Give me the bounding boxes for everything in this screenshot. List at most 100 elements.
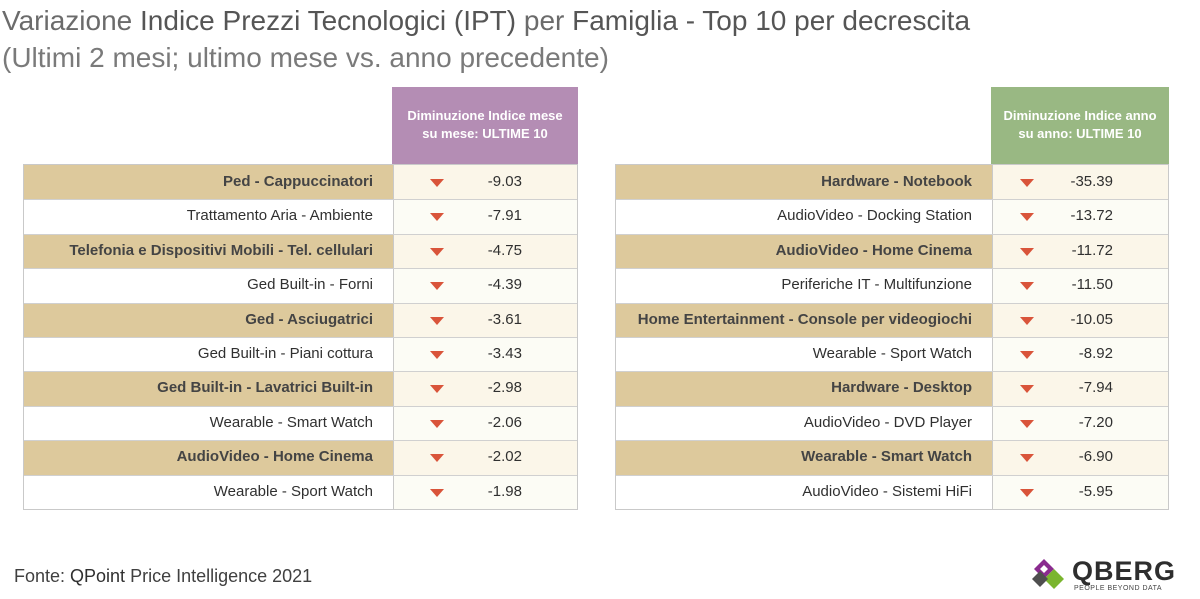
row-divider: [24, 440, 577, 442]
row-divider: [616, 474, 1168, 476]
row-value-cell: -6.90: [992, 440, 1168, 475]
row-label: Telefonia e Dispositivi Mobili - Tel. ce…: [24, 233, 393, 269]
source-brand: QPoint: [70, 566, 126, 586]
row-divider: [24, 405, 577, 407]
table-row: Wearable - Smart Watch -6.90: [616, 440, 1168, 475]
row-label: AudioVideo - Home Cinema: [24, 440, 393, 475]
row-value-cell: -2.06: [393, 405, 577, 441]
down-arrow-icon: [1020, 419, 1034, 428]
row-value: -4.75: [487, 241, 522, 259]
row-label: Hardware - Desktop: [616, 371, 992, 406]
ranking-table-2: Hardware - Notebook -35.39 AudioVideo - Do…: [615, 164, 1169, 510]
row-value: -4.39: [487, 276, 522, 294]
title-mid: per: [516, 5, 573, 36]
row-value-cell: -2.02: [393, 440, 577, 475]
table-row: Ged Built-in - Lavatrici Built-in -2.98: [24, 371, 577, 406]
row-divider: [616, 440, 1168, 442]
down-arrow-icon: [430, 419, 444, 428]
source-prefix: Fonte:: [14, 566, 71, 586]
row-value: -5.95: [1078, 482, 1113, 500]
logo-word: QBERG: [1072, 556, 1177, 586]
down-arrow-icon: [1020, 282, 1034, 291]
row-label: Ged Built-in - Lavatrici Built-in: [24, 371, 393, 406]
row-value: -35.39: [1070, 173, 1113, 190]
down-arrow-icon: [430, 454, 444, 463]
table-row: AudioVideo - Home Cinema -11.72: [616, 233, 1168, 269]
table-row: Ged Built-in - Forni -4.39: [24, 268, 577, 303]
row-value: -7.91: [487, 207, 522, 225]
title-family: Famiglia - Top 10 per decrescita: [572, 5, 971, 36]
table-row: Ped - Cappuccinatori -9.03: [24, 165, 577, 200]
row-value: -13.72: [1070, 207, 1113, 225]
row-divider: [24, 302, 577, 304]
row-value-cell: -5.95: [992, 474, 1168, 509]
row-divider: [616, 199, 1168, 201]
row-label: Ged - Asciugatrici: [24, 302, 393, 337]
row-label: AudioVideo - Docking Station: [777, 207, 972, 225]
table-row: Trattamento Aria - Ambiente -7.91: [24, 199, 577, 234]
qberg-logo: QBERG PEOPLE BEYOND DATA: [1030, 553, 1175, 595]
table-row: AudioVideo - Sistemi HiFi -5.95: [616, 474, 1168, 509]
table-row: Wearable - Sport Watch -1.98: [24, 474, 577, 509]
row-value-cell: -11.72: [992, 233, 1168, 269]
row-value-cell: -9.03: [393, 165, 577, 200]
row-value-cell: -13.72: [992, 199, 1168, 234]
row-divider: [24, 233, 577, 235]
table-row: Hardware - Desktop -7.94: [616, 371, 1168, 406]
row-divider: [616, 405, 1168, 407]
table-header-1: Diminuzione Indice mese su mese: ULTIME …: [392, 87, 578, 164]
down-arrow-icon: [430, 385, 444, 394]
qberg-diamond-logo-icon: [1032, 559, 1064, 589]
row-divider: [616, 337, 1168, 338]
down-arrow-icon: [430, 179, 444, 187]
row-label: Wearable - Sport Watch: [213, 482, 373, 500]
row-value: -10.05: [1070, 310, 1113, 328]
down-arrow-icon: [1020, 179, 1034, 187]
row-value-cell: -35.39: [992, 165, 1168, 200]
table-row: Hardware - Notebook -35.39: [616, 165, 1168, 200]
row-divider: [616, 268, 1168, 270]
down-arrow-icon: [1020, 247, 1034, 256]
down-arrow-icon: [430, 316, 444, 325]
down-arrow-icon: [430, 247, 444, 256]
row-divider: [616, 302, 1168, 304]
row-value: -9.03: [487, 173, 522, 190]
row-label: Periferiche IT - Multifunzione: [781, 276, 972, 294]
row-value-cell: -2.98: [393, 371, 577, 406]
down-arrow-icon: [1020, 385, 1034, 394]
row-label: Wearable - Smart Watch: [209, 413, 373, 431]
row-label: Ged Built-in - Piani cottura: [197, 345, 373, 362]
table-row: Home Entertainment - Console per videogi…: [616, 302, 1168, 337]
logo-tagline: PEOPLE BEYOND DATA: [1074, 585, 1163, 592]
title-prefix: Variazione: [2, 5, 141, 36]
row-label: AudioVideo - Home Cinema: [616, 233, 992, 269]
down-arrow-icon: [1020, 454, 1034, 463]
source-note: Fonte: QPoint Price Intelligence 2021: [14, 566, 312, 587]
row-value-cell: -3.61: [393, 302, 577, 337]
table-row: Ged Built-in - Piani cottura -3.43: [24, 337, 577, 372]
row-label: Ged Built-in - Forni: [247, 276, 373, 294]
table-row: Wearable - Sport Watch -8.92: [616, 337, 1168, 372]
down-arrow-icon: [1020, 316, 1034, 325]
row-divider: [24, 199, 577, 201]
ranking-table-1: Ped - Cappuccinatori -9.03 Trattamento Ari…: [23, 164, 578, 510]
down-arrow-icon: [430, 488, 444, 497]
table-row: Ged - Asciugatrici -3.61: [24, 302, 577, 337]
row-value: -3.61: [487, 310, 522, 328]
down-arrow-icon: [430, 282, 444, 291]
row-value-cell: -8.92: [992, 337, 1168, 372]
row-value-cell: -7.91: [393, 199, 577, 234]
row-label: Trattamento Aria - Ambiente: [186, 207, 373, 225]
row-label: AudioVideo - DVD Player: [803, 413, 972, 431]
row-value-cell: -10.05: [992, 302, 1168, 337]
row-value-cell: -1.98: [393, 474, 577, 509]
row-value: -7.94: [1078, 379, 1113, 397]
table-row: Telefonia e Dispositivi Mobili - Tel. ce…: [24, 233, 577, 269]
table-row: Wearable - Smart Watch -2.06: [24, 405, 577, 441]
row-value-cell: -11.50: [992, 268, 1168, 303]
row-label: Ped - Cappuccinatori: [24, 165, 393, 200]
row-divider: [24, 474, 577, 476]
row-value: -11.50: [1071, 276, 1113, 294]
table-header-2: Diminuzione Indice anno su anno: ULTIME …: [991, 87, 1169, 164]
row-divider: [616, 371, 1168, 373]
